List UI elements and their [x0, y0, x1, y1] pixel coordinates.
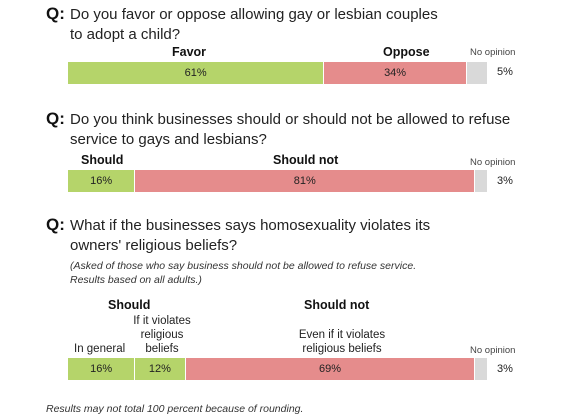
q2-should-segment: 16% [68, 170, 136, 192]
q3-subtitle-line1: (Asked of those who say business should … [70, 260, 417, 272]
q1-no-opinion-segment [467, 62, 488, 84]
q1-question: Do you favor or oppose allowing gay or l… [70, 5, 438, 45]
q3-even-if-label: Even if it violates religious beliefs [287, 328, 397, 356]
q2-should-not-label: Should not [273, 153, 339, 167]
q3-question-line1: What if the businesses says homosexualit… [70, 217, 431, 234]
q3-even-if-line1: Even if it violates [298, 329, 386, 341]
q2-no-opinion-segment [475, 170, 488, 192]
q1-favor-label: Favor [172, 45, 207, 59]
q1-marker: Q: [46, 4, 65, 23]
q3-should-not-label: Should not [304, 298, 370, 312]
q3-no-opinion-value: 3% [497, 363, 513, 375]
q3-subtitle-line2: Results based on all adults.) [70, 274, 202, 286]
q3-question: What if the businesses says homosexualit… [70, 216, 430, 256]
q3-marker: Q: [46, 215, 65, 234]
q2-marker: Q: [46, 109, 65, 128]
q3-in-general-label: In general [74, 343, 126, 355]
q3-in-general-value: 16% [90, 363, 113, 375]
q1-question-line1: Do you favor or oppose allowing gay or l… [70, 6, 438, 23]
q3-no-opinion-segment [475, 358, 488, 380]
q3-even-if-segment: 69% [185, 358, 476, 380]
q1-bar: 61% 34% [68, 62, 488, 84]
q1-no-opinion-value: 5% [497, 66, 513, 78]
q3-subtitle: (Asked of those who say business should … [70, 259, 416, 287]
q3-if-violates-line3: beliefs [145, 343, 179, 355]
q2-question: Do you think businesses should or should… [70, 110, 510, 150]
q3-no-opinion-label: No opinion [470, 345, 516, 356]
q2-should-value: 16% [90, 175, 113, 187]
q2-should-label: Should [81, 153, 124, 167]
q3-even-if-line2: religious beliefs [302, 343, 382, 355]
q2-bar: 16% 81% [68, 170, 488, 192]
q1-oppose-label: Oppose [383, 45, 430, 59]
q1-favor-segment: 61% [68, 62, 325, 84]
q1-no-opinion-label: No opinion [470, 47, 516, 58]
q3-if-violates-line2: religious [140, 329, 184, 341]
q1-favor-value: 61% [184, 67, 207, 79]
q2-should-not-value: 81% [293, 175, 316, 187]
q1-oppose-segment: 34% [324, 62, 467, 84]
q3-if-violates-value: 12% [148, 363, 171, 375]
q1-oppose-value: 34% [384, 67, 407, 79]
q3-question-line2: owners' religious beliefs? [70, 237, 238, 254]
q2-no-opinion-value: 3% [497, 175, 513, 187]
q3-even-if-value: 69% [318, 363, 341, 375]
q2-should-not-segment: 81% [135, 170, 476, 192]
q3-bar: 16% 12% 69% [68, 358, 488, 380]
q1-question-line2: to adopt a child? [70, 26, 181, 43]
footnote: Results may not total 100 percent becaus… [46, 403, 304, 415]
q3-should-label: Should [108, 298, 151, 312]
q2-no-opinion-label: No opinion [470, 157, 516, 168]
q3-if-violates-label: If it violates religious beliefs [130, 314, 194, 356]
q3-in-general-segment: 16% [68, 358, 136, 380]
q3-if-violates-segment: 12% [135, 358, 186, 380]
q3-if-violates-line1: If it violates [133, 315, 191, 327]
q2-question-line2: service to gays and lesbians? [70, 131, 267, 148]
q2-question-line1: Do you think businesses should or should… [70, 111, 511, 128]
